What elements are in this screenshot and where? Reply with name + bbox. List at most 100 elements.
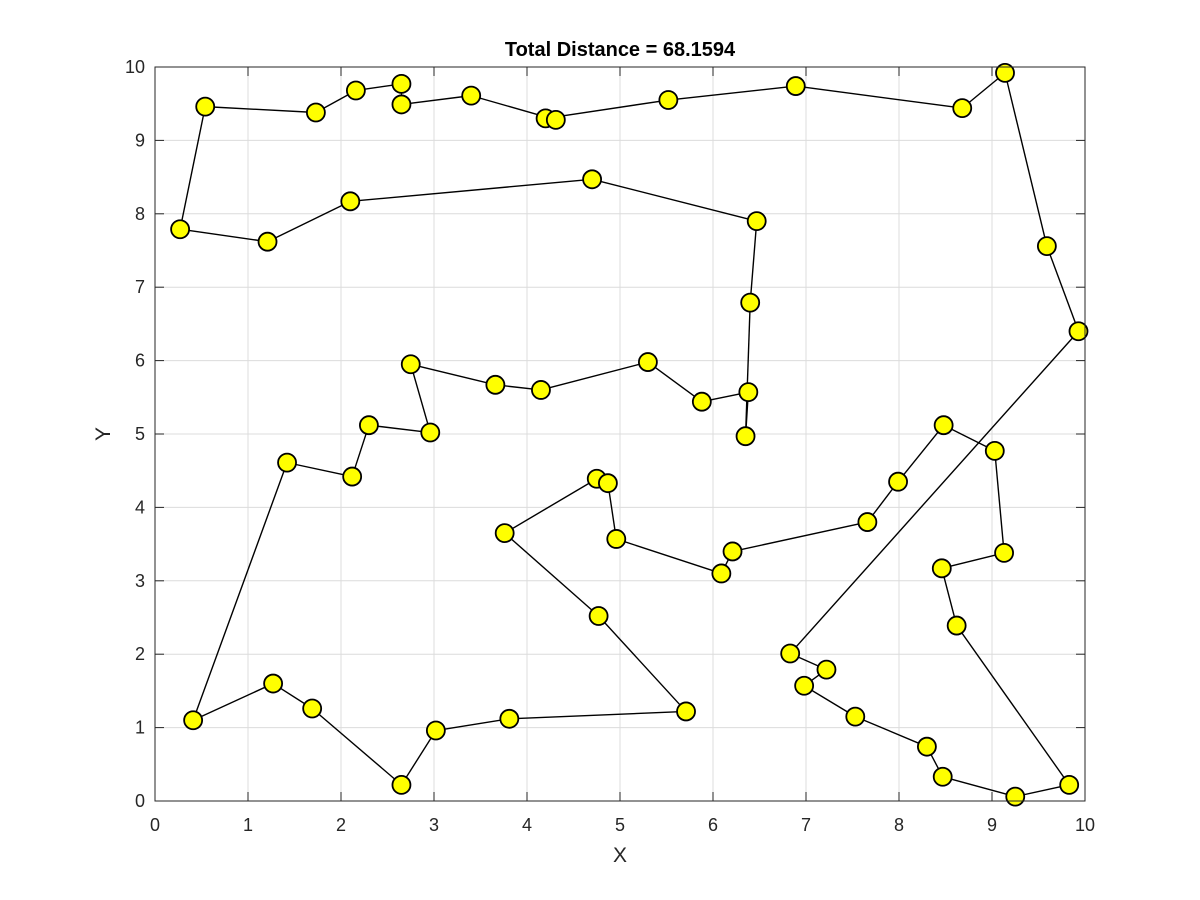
city-marker: [545, 109, 566, 130]
axis-ticks: [154, 66, 1086, 802]
city-marker: [888, 471, 908, 492]
city-marker: [345, 80, 366, 101]
city-marker: [994, 543, 1014, 563]
route-segment: [435, 718, 510, 732]
route-segment: [410, 364, 431, 433]
city-marker: [946, 615, 967, 636]
route-segment: [401, 94, 472, 106]
route-segment: [192, 682, 274, 721]
city-marker: [499, 708, 520, 729]
city-marker: [740, 292, 761, 313]
axis-tick-labels: 0 1 2 3 4 5 6 7 8 9 10 0 1 2 3 4 5 6 7 8 9 10: [125, 57, 1095, 835]
route-segment: [504, 532, 600, 617]
city-markers: [170, 62, 1089, 807]
y-tick-label: 7: [135, 277, 145, 297]
city-marker: [658, 90, 679, 110]
city-marker: [195, 96, 216, 117]
city-marker: [984, 440, 1005, 461]
city-marker: [358, 415, 379, 436]
city-marker: [263, 673, 284, 694]
chart-title: Total Distance = 68.1594: [505, 39, 736, 61]
city-marker: [1036, 236, 1057, 256]
y-tick-label: 1: [135, 718, 145, 738]
city-marker: [302, 698, 323, 719]
city-marker: [391, 94, 412, 115]
city-marker: [598, 473, 618, 494]
city-marker: [400, 354, 421, 375]
route-segment: [598, 615, 687, 712]
city-marker: [582, 169, 602, 190]
x-tick-label: 5: [615, 815, 625, 835]
route-segment: [540, 361, 649, 391]
city-marker: [931, 558, 952, 579]
city-marker: [425, 720, 446, 741]
y-tick-label: 4: [135, 497, 145, 517]
x-tick-label: 3: [429, 815, 439, 835]
city-marker: [170, 219, 191, 240]
city-marker: [1059, 774, 1080, 795]
city-marker: [932, 766, 953, 787]
route-segment: [732, 521, 868, 553]
city-marker: [676, 701, 696, 722]
route-segment: [504, 478, 598, 534]
route-segment: [1004, 72, 1048, 247]
y-tick-label: 2: [135, 644, 145, 664]
city-marker: [305, 102, 326, 123]
city-marker: [638, 352, 658, 372]
city-marker: [531, 380, 551, 400]
city-marker: [780, 643, 801, 664]
x-tick-label: 1: [243, 815, 253, 835]
x-tick-label: 8: [894, 815, 904, 835]
city-marker: [1068, 321, 1089, 342]
x-axis-label: X: [613, 844, 627, 867]
city-marker: [691, 391, 712, 412]
y-tick-label: 5: [135, 424, 145, 444]
route-segment: [668, 85, 796, 101]
x-tick-label: 4: [522, 815, 532, 835]
city-marker: [995, 62, 1015, 83]
city-marker: [845, 706, 866, 727]
city-marker: [606, 529, 627, 549]
route-segment: [616, 538, 722, 575]
city-marker: [785, 76, 806, 96]
route-segment: [509, 710, 687, 720]
city-marker: [746, 211, 767, 232]
route-segment: [789, 330, 1080, 654]
y-tick-label: 10: [125, 57, 145, 77]
city-marker: [857, 512, 878, 532]
y-tick-label: 0: [135, 791, 145, 811]
route-segment: [179, 106, 206, 230]
y-axis-label: Y: [92, 427, 115, 441]
route-segment: [311, 707, 402, 786]
route-segment: [941, 552, 1005, 570]
route-segment: [545, 99, 669, 120]
route-segment: [803, 685, 856, 718]
city-marker: [794, 675, 815, 696]
city-marker: [917, 736, 937, 757]
route-segment: [192, 462, 288, 721]
route-segment: [956, 625, 1070, 786]
route-segment: [400, 730, 437, 786]
route-segment: [855, 715, 928, 748]
city-marker: [738, 382, 759, 403]
city-marker: [420, 422, 441, 443]
route-segment: [205, 105, 316, 114]
grid-lines: [155, 67, 1085, 801]
route-segment: [897, 424, 945, 483]
route-segment: [795, 85, 963, 109]
route-segment: [350, 178, 593, 203]
city-marker: [722, 541, 743, 562]
city-marker: [340, 191, 361, 212]
city-marker: [952, 98, 973, 119]
x-tick-label: 0: [150, 815, 160, 835]
y-tick-label: 6: [135, 351, 145, 371]
route-segment: [368, 424, 431, 434]
route-segment: [180, 228, 268, 243]
city-marker: [391, 774, 412, 795]
x-tick-label: 7: [801, 815, 811, 835]
city-marker: [485, 374, 506, 395]
city-marker: [735, 426, 756, 447]
city-marker: [494, 523, 515, 543]
